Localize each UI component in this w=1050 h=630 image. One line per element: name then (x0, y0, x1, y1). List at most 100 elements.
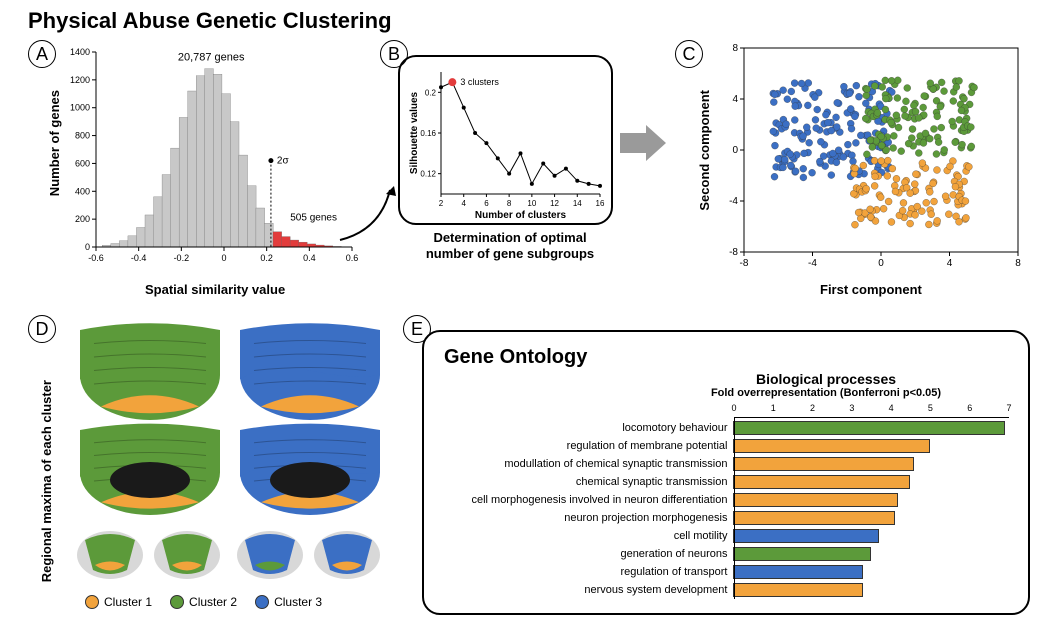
ontology-bar (733, 529, 878, 543)
svg-text:16: 16 (596, 199, 605, 208)
scatter-point (800, 165, 807, 172)
brain-renderings (70, 320, 390, 580)
ontology-bar-row: chemical synaptic transmission (444, 473, 1008, 491)
scatter-point (835, 147, 842, 154)
svg-text:-8: -8 (740, 258, 749, 269)
panel-a-xlabel: Spatial similarity value (145, 282, 285, 297)
scatter-point (955, 218, 962, 225)
ontology-bar (733, 439, 929, 453)
scatter-point (801, 150, 808, 157)
scatter-point (920, 104, 927, 111)
ontology-bar (733, 457, 914, 471)
scatter-point (927, 80, 934, 87)
ontology-bar-label: regulation of transport (444, 566, 733, 578)
svg-text:-0.4: -0.4 (131, 253, 147, 263)
scatter-point (908, 135, 915, 142)
panel-c-label: C (675, 40, 703, 68)
scatter-point (912, 108, 919, 115)
scatter-point (888, 218, 895, 225)
scatter-point (771, 142, 778, 149)
svg-text:0.16: 0.16 (420, 129, 436, 138)
ontology-bar (733, 583, 863, 597)
scatter-point (851, 113, 858, 120)
scatter-point (788, 88, 795, 95)
scatter-point (804, 102, 811, 109)
svg-text:-0.6: -0.6 (88, 253, 104, 263)
ontology-bar-label: cell morphogenesis involved in neuron di… (444, 494, 733, 506)
scatter-point (938, 124, 945, 131)
scatter-point (907, 190, 914, 197)
svg-text:2: 2 (439, 199, 444, 208)
scatter-point (805, 79, 812, 86)
legend-dot (255, 595, 269, 609)
legend-item-c1: Cluster 1 (85, 595, 152, 609)
scatter-point (910, 102, 917, 109)
ontology-bar-row: cell motility (444, 527, 1008, 545)
scatter-point (863, 151, 870, 158)
scatter-point (849, 158, 856, 165)
scatter-point (840, 83, 847, 90)
scatter-point (770, 99, 777, 106)
scatter-point (935, 139, 942, 146)
scatter-point (864, 86, 871, 93)
scatter-point (879, 84, 886, 91)
legend-label: Cluster 1 (104, 595, 152, 609)
ontology-bar-label: regulation of membrane potential (444, 440, 733, 452)
scatter-point (920, 139, 927, 146)
scatter-point (884, 157, 891, 164)
scatter-point (931, 198, 938, 205)
scatter-point (852, 139, 859, 146)
ontology-bar (733, 421, 1004, 435)
ontology-bar (733, 565, 863, 579)
panel-b-subtitle-text: Determination of optimal number of gene … (426, 230, 594, 261)
scatter-point (867, 206, 874, 213)
ontology-bar-row: locomotory behaviour (444, 419, 1008, 437)
scatter-point (800, 174, 807, 181)
scatter-point (824, 119, 831, 126)
scatter-point (860, 162, 867, 169)
scatter-point (909, 126, 916, 133)
panel-d-ylabel: Regional maxima of each cluster (40, 380, 54, 582)
scatter-point (813, 125, 820, 132)
scatter-point (834, 99, 841, 106)
scatter-point (918, 208, 925, 215)
scatter-point (942, 193, 949, 200)
scatter-point (780, 87, 787, 94)
silhouette-panel: 2468101214160.120.160.23 clustersNumber … (398, 55, 613, 225)
panel-c-xlabel: First component (820, 282, 922, 297)
scatter-point (915, 114, 922, 121)
scatter-point (907, 220, 914, 227)
scatter-point (965, 163, 972, 170)
ontology-bar-row: regulation of transport (444, 563, 1008, 581)
scatter-point (771, 91, 778, 98)
ontology-bar-row: neuron projection morphogenesis (444, 509, 1008, 527)
ontology-bar-row: cell morphogenesis involved in neuron di… (444, 491, 1008, 509)
scatter-point (770, 128, 777, 135)
svg-text:0: 0 (878, 258, 884, 269)
scatter-point (893, 112, 900, 119)
scatter-point (783, 121, 790, 128)
gene-ontology-panel: Gene Ontology Biological processes Fold … (422, 330, 1030, 615)
scatter-point (855, 93, 862, 100)
scatter-point (809, 169, 816, 176)
svg-text:1000: 1000 (70, 103, 90, 113)
scatter-point (949, 118, 956, 125)
scatter-point (933, 166, 940, 173)
scatter-point (952, 183, 959, 190)
scatter-point (792, 168, 799, 175)
scatter-point (894, 94, 901, 101)
scatter-point (956, 77, 963, 84)
arrow-icon (620, 120, 668, 175)
scatter-point (878, 142, 885, 149)
panel-e-subtitle2: Fold overrepresentation (Bonferroni p<0.… (644, 387, 1008, 399)
svg-text:2σ: 2σ (277, 156, 290, 167)
scatter-point (901, 106, 908, 113)
svg-text:4: 4 (732, 94, 738, 105)
scatter-point (878, 133, 885, 140)
legend-dot (170, 595, 184, 609)
arrow-a-to-b (330, 180, 410, 260)
scatter-point (852, 165, 859, 172)
scatter-point (833, 159, 840, 166)
scatter-point (892, 188, 899, 195)
scatter-point (874, 109, 881, 116)
